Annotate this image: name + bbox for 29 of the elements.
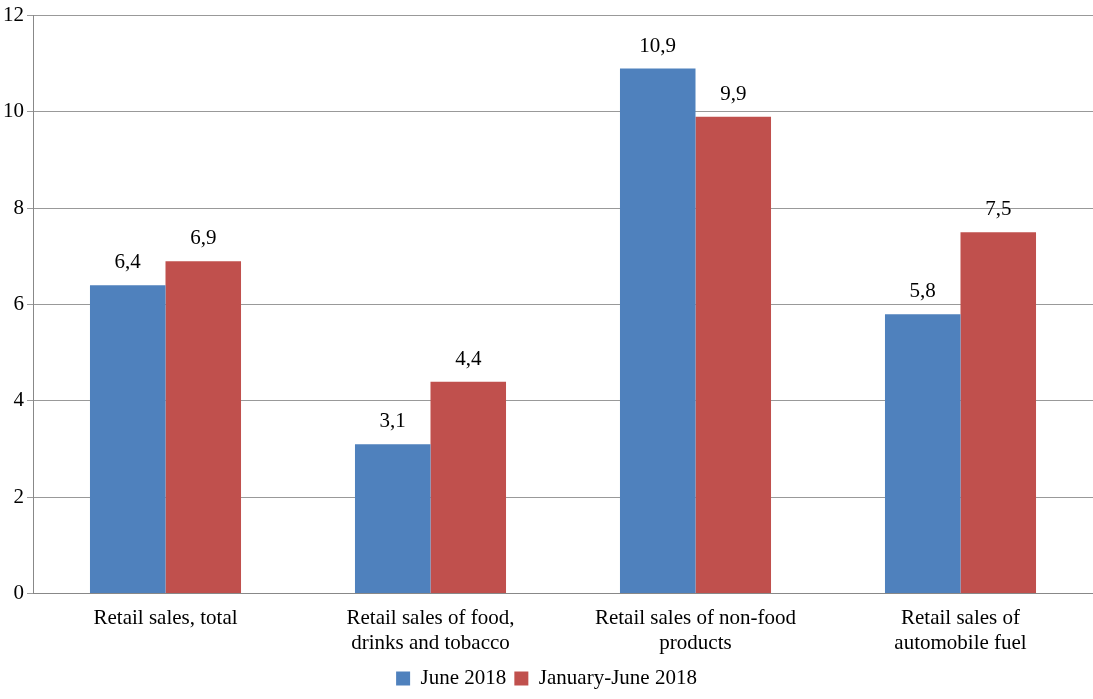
x-tick-label: Retail sales of food, drinks and tobacco bbox=[346, 604, 515, 654]
x-tick-label: Retail sales of non-food products bbox=[594, 604, 797, 654]
bar bbox=[884, 314, 961, 594]
x-tick-label: Retail sales, total bbox=[93, 604, 238, 629]
bar bbox=[619, 68, 696, 594]
bar bbox=[430, 381, 507, 594]
y-tick-label: 12 bbox=[3, 2, 24, 27]
data-label: 9,9 bbox=[720, 80, 747, 105]
data-label: 5,8 bbox=[909, 278, 936, 303]
y-tick-label: 0 bbox=[13, 580, 24, 605]
y-tick-label: 6 bbox=[13, 291, 24, 316]
bar bbox=[89, 285, 166, 594]
data-label: 6,4 bbox=[114, 249, 142, 274]
x-tick-label: Retail sales of automobile fuel bbox=[894, 604, 1027, 654]
bar bbox=[354, 444, 431, 594]
y-tick-label: 8 bbox=[13, 194, 24, 219]
y-tick-label: 10 bbox=[3, 98, 24, 123]
legend-label: January-June 2018 bbox=[538, 665, 697, 690]
y-tick-label: 2 bbox=[13, 483, 24, 508]
data-label: 4,4 bbox=[455, 345, 482, 370]
legend-label: June 2018 bbox=[420, 665, 507, 690]
data-label: 3,1 bbox=[379, 408, 406, 433]
bar bbox=[695, 116, 772, 594]
data-label: 7,5 bbox=[985, 196, 1012, 221]
bar bbox=[960, 232, 1037, 594]
bar bbox=[165, 261, 242, 594]
y-tick-label: 4 bbox=[13, 387, 25, 412]
data-label: 6,9 bbox=[190, 225, 217, 250]
data-label: 10,9 bbox=[639, 32, 677, 57]
